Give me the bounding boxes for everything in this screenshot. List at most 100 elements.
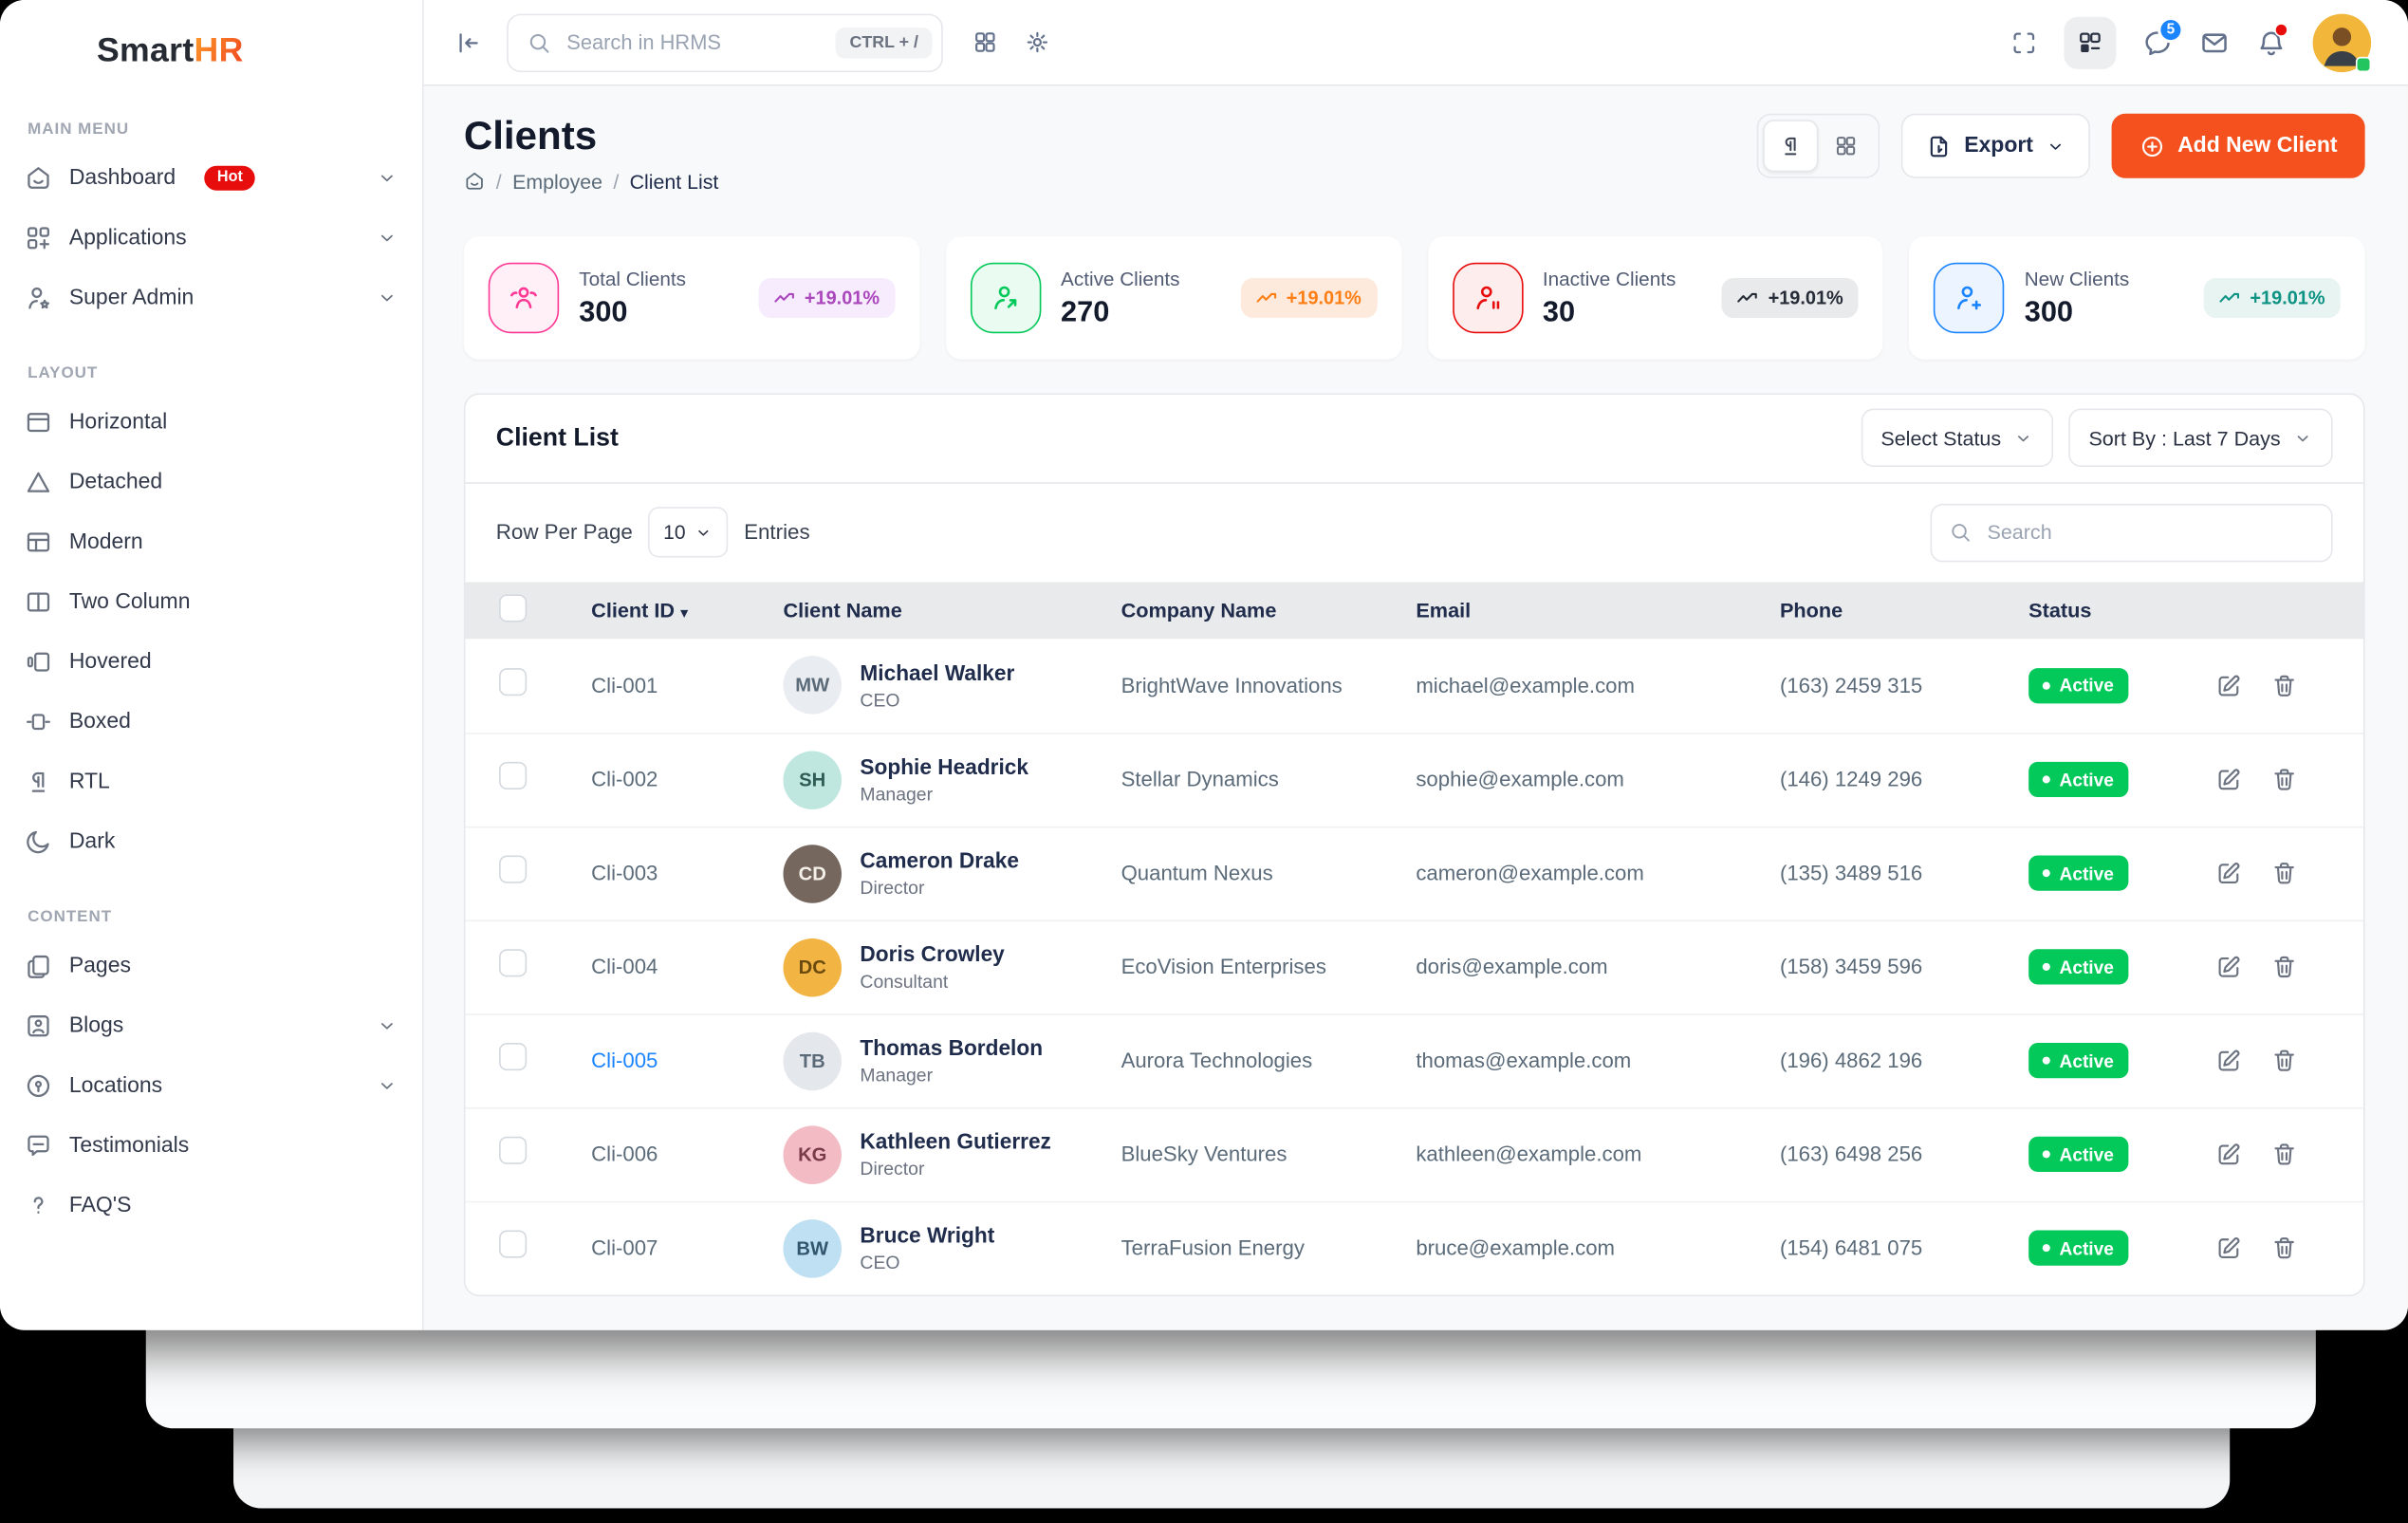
trend-badge: +19.01% — [2203, 277, 2341, 318]
trend-badge: +19.01% — [1722, 277, 1859, 318]
home-smile-icon — [25, 163, 52, 191]
sidebar-item-testimonials[interactable]: Testimonials — [25, 1115, 398, 1175]
panel-filters: Select Status Sort By : Last 7 Days — [1861, 409, 2333, 468]
layout-horizontal-icon — [25, 408, 52, 436]
column-email: Email — [1416, 599, 1472, 622]
client-name[interactable]: Doris Crowley — [860, 941, 1005, 967]
client-avatar[interactable]: KG — [783, 1125, 842, 1184]
client-name[interactable]: Bruce Wright — [860, 1223, 995, 1248]
sidebar-item-blogs[interactable]: Blogs — [25, 995, 398, 1055]
delete-icon[interactable] — [2271, 1142, 2298, 1168]
user-avatar[interactable] — [2312, 12, 2372, 72]
add-new-client-button[interactable]: Add New Client — [2111, 113, 2365, 178]
select-all-checkbox[interactable] — [499, 594, 528, 622]
panel-title: Client List — [495, 423, 619, 452]
row-checkbox[interactable] — [499, 1137, 528, 1165]
export-button[interactable]: Export — [1900, 113, 2090, 178]
edit-icon[interactable] — [2216, 955, 2243, 981]
delete-icon[interactable] — [2271, 861, 2298, 887]
edit-icon[interactable] — [2216, 767, 2243, 793]
trend-badge: +19.01% — [1240, 277, 1378, 318]
sidebar-item-rtl[interactable]: RTL — [25, 751, 398, 810]
sidebar-item-dashboard[interactable]: Dashboard Hot — [25, 147, 398, 207]
table-search-input[interactable] — [1984, 519, 2315, 547]
brand-logo[interactable]: SmartHR — [0, 0, 422, 95]
page-header: Clients / Employee / Client List — [464, 112, 2365, 194]
edit-icon[interactable] — [2216, 673, 2243, 699]
layout-hovered-icon — [25, 647, 52, 675]
row-checkbox[interactable] — [499, 1231, 528, 1259]
global-search: CTRL + / — [507, 12, 943, 72]
status-badge: Active — [2028, 856, 2130, 892]
client-name[interactable]: Thomas Bordelon — [860, 1035, 1044, 1061]
client-role: Manager — [860, 784, 934, 806]
column-client-id[interactable]: Client ID ▾ — [591, 599, 688, 622]
edit-icon[interactable] — [2216, 1235, 2243, 1262]
sidebar-item-pages[interactable]: Pages — [25, 936, 398, 995]
delete-icon[interactable] — [2271, 1235, 2298, 1262]
client-id: Cli-001 — [591, 674, 658, 697]
row-checkbox[interactable] — [499, 856, 528, 884]
topbar: CTRL + / 5 — [423, 0, 2408, 86]
client-name[interactable]: Kathleen Gutierrez — [860, 1129, 1051, 1155]
sidebar-item-locations[interactable]: Locations — [25, 1055, 398, 1115]
row-checkbox[interactable] — [499, 667, 528, 696]
layout-toggle-button[interactable] — [2064, 15, 2117, 69]
client-id-link[interactable]: Cli-005 — [591, 1049, 658, 1073]
sidebar-item-horizontal[interactable]: Horizontal — [25, 392, 398, 452]
grid-view-button[interactable] — [1818, 120, 1873, 172]
client-name[interactable]: Cameron Drake — [860, 848, 1019, 873]
breadcrumb: / Employee / Client List — [464, 170, 718, 194]
client-phone: (135) 3489 516 — [1779, 862, 1923, 885]
sidebar-item-two-column[interactable]: Two Column — [25, 571, 398, 631]
client-avatar[interactable]: SH — [783, 751, 842, 809]
gear-icon[interactable] — [1025, 29, 1051, 56]
client-name[interactable]: Sophie Headrick — [860, 754, 1028, 780]
client-name[interactable]: Michael Walker — [860, 659, 1015, 685]
client-avatar[interactable]: BW — [783, 1218, 842, 1278]
global-search-input[interactable] — [564, 28, 824, 56]
company-name: Stellar Dynamics — [1121, 768, 1279, 792]
fullscreen-icon[interactable] — [2010, 28, 2038, 56]
edit-icon[interactable] — [2216, 1142, 2243, 1168]
sidebar-item-boxed[interactable]: Boxed — [25, 691, 398, 751]
chat-button[interactable]: 5 — [2142, 15, 2184, 57]
list-view-button[interactable] — [1763, 120, 1819, 173]
sidebar-item-faqs[interactable]: FAQ'S — [25, 1175, 398, 1235]
client-email: sophie@example.com — [1416, 768, 1624, 792]
delete-icon[interactable] — [2271, 1049, 2298, 1075]
sidebar-item-dark[interactable]: Dark — [25, 811, 398, 871]
notifications-button[interactable] — [2256, 22, 2288, 57]
client-list-panel: Client List Select Status Sort By : Last… — [463, 393, 2365, 1296]
sort-by-dropdown[interactable]: Sort By : Last 7 Days — [2068, 409, 2333, 468]
client-avatar[interactable]: TB — [783, 1031, 842, 1091]
sidebar-item-super-admin[interactable]: Super Admin — [25, 268, 398, 327]
sidebar-item-hovered[interactable]: Hovered — [25, 631, 398, 691]
client-email: kathleen@example.com — [1416, 1142, 1642, 1167]
row-checkbox[interactable] — [499, 1043, 528, 1071]
collapse-sidebar-icon[interactable] — [454, 28, 482, 56]
rtl-paragraph-icon — [25, 767, 52, 794]
edit-icon[interactable] — [2216, 1049, 2243, 1075]
sidebar-item-applications[interactable]: Applications — [25, 208, 398, 268]
status-badge: Active — [2028, 949, 2130, 986]
sidebar-item-modern[interactable]: Modern — [25, 511, 398, 571]
delete-icon[interactable] — [2271, 767, 2298, 793]
rows-per-page-select[interactable]: 10 — [647, 507, 729, 559]
delete-icon[interactable] — [2271, 955, 2298, 981]
select-status-dropdown[interactable]: Select Status — [1861, 409, 2054, 468]
client-avatar[interactable]: DC — [783, 938, 842, 997]
row-checkbox[interactable] — [499, 762, 528, 790]
chevron-down-icon — [2013, 428, 2033, 448]
grid-apps-icon[interactable] — [972, 29, 999, 56]
sidebar-item-detached[interactable]: Detached — [25, 452, 398, 511]
home-icon[interactable] — [464, 171, 486, 193]
rows-per-page: Row Per Page 10 Entries — [496, 507, 810, 559]
edit-icon[interactable] — [2216, 861, 2243, 887]
client-avatar[interactable]: MW — [783, 656, 842, 715]
client-avatar[interactable]: CD — [783, 845, 842, 903]
row-checkbox[interactable] — [499, 949, 528, 978]
delete-icon[interactable] — [2271, 673, 2298, 699]
breadcrumb-employee[interactable]: Employee — [512, 170, 603, 194]
mail-button[interactable] — [2199, 27, 2230, 57]
